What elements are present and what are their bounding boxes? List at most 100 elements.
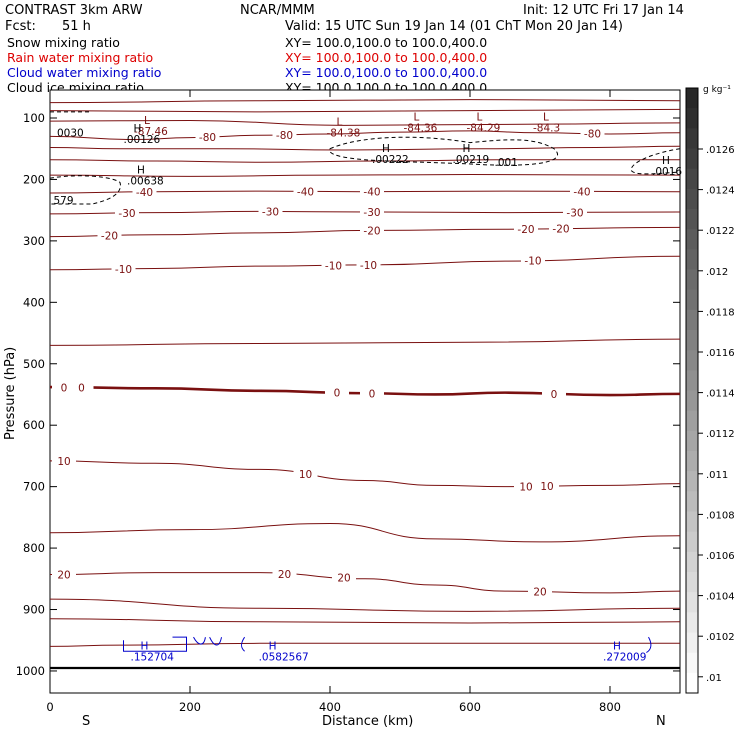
colorbar-swatch — [686, 491, 698, 512]
extreme-value: -87.46 — [134, 126, 168, 138]
contour-label-bg — [52, 381, 76, 393]
contour-label: -30 — [363, 207, 380, 219]
colorbar-tick-label: .0106 — [706, 551, 735, 562]
contour-label: -20 — [517, 224, 534, 236]
contour-label: 20 — [533, 587, 546, 599]
colorbar-tick-label: .0122 — [706, 226, 735, 237]
y-tick-label: 200 — [23, 172, 45, 186]
extreme-value: .272009 — [603, 651, 646, 663]
cloud-contour-label: 579 — [54, 195, 74, 207]
high-marker: H — [269, 640, 277, 652]
temperature-contour — [49, 598, 681, 612]
temperature-contour--80 — [49, 130, 681, 141]
low-marker: L — [144, 115, 150, 127]
colorbar-swatch — [686, 108, 698, 129]
colorbar-swatch — [686, 269, 698, 291]
contour-label: 20 — [278, 569, 291, 581]
contour-label: -80 — [199, 132, 216, 144]
colorbar-swatch — [686, 410, 698, 432]
contour-label: 0 — [78, 382, 85, 394]
x-axis-label: Distance (km) — [322, 714, 413, 729]
colorbar-swatch — [686, 168, 698, 190]
colorbar-swatch — [686, 249, 698, 270]
contour-label-bg — [293, 185, 318, 197]
colorbar-swatch — [686, 572, 698, 593]
contour-label-bg — [52, 568, 76, 580]
colorbar: .0126 .0124 .0122 .012 .0118 .0116 .0114 .0112.… — [685, 87, 735, 694]
temperature-contour-30 — [49, 642, 680, 647]
contour-label: 0 — [61, 382, 68, 394]
contour-label-bg — [360, 185, 384, 197]
contour-label: 0 — [551, 389, 558, 401]
colorbar-swatch — [686, 531, 698, 553]
legend: Snow mixing ratio XY= 100.0,100.0 to 100.… — [7, 35, 487, 95]
contour-label: -40 — [297, 186, 314, 198]
colorbar-unit: g kg⁻¹ — [703, 85, 731, 95]
contour-label: -10 — [524, 255, 541, 267]
colorbar-tick-label: .0124 — [706, 186, 735, 197]
high-marker: H — [662, 155, 670, 167]
y-tick-label: 600 — [23, 418, 45, 432]
colorbar-swatch — [686, 330, 698, 351]
contour-layer: -80 -80 -80-40 -40 -40 -40-30 -30 -30 -30-20 -20-… — [49, 99, 681, 647]
colorbar-tick-label: .011 — [706, 470, 728, 481]
y-tick-label: 1000 — [16, 664, 45, 678]
contour-label-bg — [535, 480, 559, 492]
init-time: Init: 12 UTC Fri 17 Jan 14 — [523, 3, 684, 18]
contour-label: 10 — [519, 481, 532, 493]
colorbar-swatch — [686, 188, 698, 210]
high-marker: H — [463, 143, 471, 155]
org-title: NCAR/MMM — [240, 3, 315, 18]
contour-label-bg — [111, 262, 136, 274]
temperature-contour — [49, 618, 681, 624]
y-tick-label: 800 — [23, 541, 45, 555]
colorbar-swatch — [686, 309, 698, 331]
cloud-contours — [49, 111, 681, 653]
x-tick-label: 400 — [319, 700, 341, 714]
x-tick-label: 200 — [179, 700, 201, 714]
colorbar-swatch — [686, 128, 698, 149]
temperature-contour--30 — [49, 210, 681, 215]
colorbar-tick-label: .0112 — [706, 429, 735, 440]
colorbar-swatch — [686, 148, 698, 170]
extreme-value: .0016 — [652, 166, 682, 178]
contour-label-bg — [563, 206, 587, 218]
contour-label: -40 — [136, 187, 153, 199]
cloud-water-region — [240, 636, 246, 652]
contour-label-bg — [528, 585, 552, 597]
cloud-water-region — [646, 636, 652, 653]
colorbar-tick-label: .0126 — [706, 145, 735, 156]
colorbar-frame — [685, 87, 699, 694]
colorbar-tick-label: .0102 — [706, 632, 735, 643]
cloud-contour-label: .001 — [495, 157, 518, 169]
legend-name: Cloud water mixing ratio — [7, 65, 161, 80]
north-label: N — [656, 714, 666, 729]
extreme-value: .00126 — [124, 134, 161, 146]
colorbar-tick-label: .0118 — [706, 307, 735, 318]
cloud-contour-label: 0030 — [57, 127, 84, 139]
colorbar-swatch — [686, 592, 698, 613]
low-marker: L — [337, 116, 343, 128]
colorbar-swatch — [686, 390, 698, 412]
colorbar-tick-label: .0116 — [706, 348, 735, 359]
extreme-value: .00222 — [372, 154, 409, 166]
model-title: CONTRAST 3km ARW — [5, 3, 143, 18]
contour-label: -10 — [360, 260, 377, 272]
legend-name: Rain water mixing ratio — [7, 50, 153, 65]
y-tick-label: 900 — [23, 603, 45, 617]
colorbar-swatch — [686, 471, 698, 492]
high-marker: H — [613, 640, 621, 652]
temperature-contour — [49, 119, 681, 126]
colorbar-tick-label: .0104 — [706, 592, 735, 603]
contour-label: 20 — [337, 573, 350, 585]
contour-label-bg — [332, 571, 356, 583]
extreme-value: .152704 — [131, 651, 175, 663]
contour-label-bg — [272, 128, 297, 140]
contour-label-bg — [52, 455, 76, 467]
legend-xy: XY= 100.0,100.0 to 100.0,400.0 — [285, 35, 487, 50]
y-tick-label: 500 — [23, 357, 45, 371]
contour-label-bg — [321, 259, 346, 271]
extreme-value: -84.38 — [327, 127, 361, 139]
colorbar-swatch — [686, 612, 698, 633]
